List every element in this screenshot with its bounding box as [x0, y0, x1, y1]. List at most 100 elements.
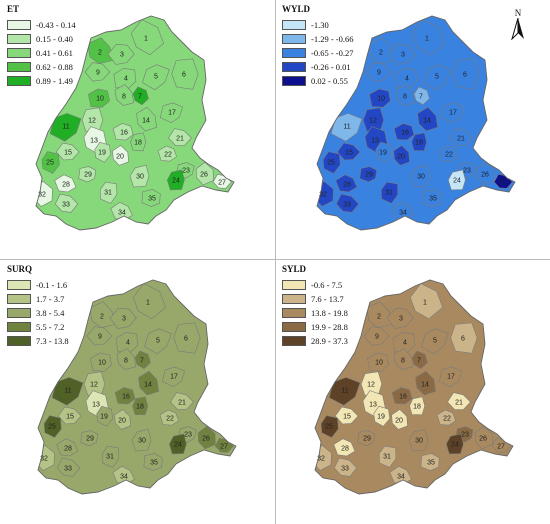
- sub-basin-22: [159, 409, 179, 426]
- sub-basin-label: 1: [423, 300, 427, 307]
- sub-basin-label: 11: [62, 124, 69, 131]
- sub-basin-label: 17: [170, 374, 178, 381]
- sub-basin-10: [88, 88, 110, 108]
- sub-basin-label: 7: [140, 358, 144, 365]
- sub-basin-label: 29: [84, 172, 92, 179]
- sub-basin-label: 19: [98, 150, 106, 157]
- sub-basin-label: 25: [325, 424, 333, 431]
- sub-basin-label: 10: [377, 96, 385, 103]
- sub-basin-label: 8: [122, 94, 126, 101]
- legend-title: WYLD: [282, 4, 311, 14]
- sub-basin-label: 33: [341, 466, 349, 473]
- sub-basin-label: 3: [399, 316, 403, 323]
- sub-basin-label: 21: [176, 136, 184, 143]
- sub-basin-label: 21: [457, 136, 465, 143]
- sub-basin-16: [393, 123, 415, 141]
- map-panel-surq: 1 2 3 4 5 6 7 8 9 10 11 12 13 14 15 16 17 18 19 20 21 22 23 24 2…: [2, 262, 274, 522]
- sub-basin-29: [357, 430, 376, 447]
- sub-basin-3: [386, 307, 414, 329]
- sub-basin-label: 16: [399, 394, 407, 401]
- sub-basin-label: 14: [423, 118, 431, 125]
- sub-basin-label: 32: [40, 456, 48, 463]
- legend-surq: SURQ -0.1 - 1.6 1.7 - 3.7 3.8 - 5.4 5.5 - 7.…: [7, 265, 69, 348]
- sub-basin-label: 5: [156, 338, 160, 345]
- sub-basin-label: 23: [463, 168, 471, 175]
- legend-item: 1.7 - 3.7: [7, 292, 69, 306]
- sub-basin-16: [112, 123, 134, 141]
- sub-basin-label: 8: [124, 358, 128, 365]
- legend-label: 0.02 - 0.55: [311, 75, 348, 86]
- sub-basin-19: [375, 141, 393, 163]
- sub-basin-label: 27: [218, 180, 226, 187]
- sub-basin-label: 6: [184, 336, 188, 343]
- sub-basin-label: 15: [64, 150, 72, 157]
- sub-basin-label: 2: [98, 50, 102, 57]
- sub-basin-label: 4: [124, 76, 128, 83]
- legend-label: 5.5 - 7.2: [36, 321, 65, 332]
- sub-basin-label: 8: [401, 358, 405, 365]
- legend-item: 0.62 - 0.88: [7, 60, 76, 74]
- sub-basin-label: 5: [435, 74, 439, 81]
- sub-basin-10: [367, 352, 389, 372]
- legend-swatch: [7, 308, 31, 318]
- legend-swatch: [282, 48, 306, 58]
- legend-item: 7.6 - 13.7: [282, 292, 348, 306]
- sub-basin-18: [130, 132, 147, 152]
- sub-basin-25: [41, 151, 60, 174]
- legend-swatch: [7, 294, 31, 304]
- legend-item: 5.5 - 7.2: [7, 320, 69, 334]
- sub-basin-label: 34: [118, 210, 126, 217]
- sub-basin-label: 2: [100, 314, 104, 321]
- sub-basin-label: 9: [98, 334, 102, 341]
- sub-basin-label: 30: [138, 438, 146, 445]
- sub-basin-label: 32: [38, 192, 46, 199]
- sub-basin-label: 29: [363, 436, 371, 443]
- legend-swatch: [7, 62, 31, 72]
- legend-item: -0.1 - 1.6: [7, 278, 69, 292]
- legend-swatch: [7, 76, 31, 86]
- legend-item: 0.15 - 0.40: [7, 32, 76, 46]
- sub-basin-25: [322, 151, 341, 174]
- sub-basin-14: [417, 106, 439, 132]
- sub-basin-6: [171, 58, 199, 90]
- sub-basin-label: 24: [451, 442, 459, 449]
- sub-basin-label: 19: [377, 414, 385, 421]
- legend-swatch: [7, 48, 31, 58]
- sub-basin-20: [112, 145, 129, 166]
- sub-basin-label: 4: [403, 340, 407, 347]
- sub-basin-1: [409, 283, 443, 320]
- sub-basin-label: 25: [46, 160, 54, 167]
- sub-basin-label: 19: [100, 414, 108, 421]
- sub-basin-29: [80, 430, 99, 447]
- sub-basin-1: [411, 19, 445, 56]
- sub-basin-24: [168, 433, 187, 455]
- legend-item: -0.43 - 0.14: [7, 18, 76, 32]
- sub-basin-24: [166, 169, 185, 191]
- sub-basin-10: [90, 352, 112, 372]
- sub-basin-label: 24: [174, 442, 182, 449]
- sub-basin-33: [335, 193, 360, 213]
- sub-basin-label: 34: [399, 210, 407, 217]
- sub-basin-label: 32: [319, 192, 327, 199]
- sub-basin-14: [138, 370, 160, 396]
- sub-basin-label: 33: [64, 466, 72, 473]
- sub-basin-label: 33: [62, 202, 70, 209]
- sub-basin-14: [415, 370, 437, 396]
- sub-basin-label: 28: [343, 182, 351, 189]
- sub-basin-3: [107, 43, 135, 65]
- sub-basin-label: 34: [397, 474, 405, 481]
- legend-item: 28.9 - 37.3: [282, 334, 348, 348]
- sub-basin-label: 31: [383, 454, 391, 461]
- sub-basin-label: 6: [182, 72, 186, 79]
- legend-label: 3.8 - 5.4: [36, 307, 65, 318]
- sub-basin-28: [333, 438, 356, 457]
- watershed-outline: [316, 15, 516, 231]
- legend-item: -0.26 - 0.01: [282, 60, 354, 74]
- sub-basin-label: 2: [379, 50, 383, 57]
- legend-label: -0.1 - 1.6: [36, 279, 68, 290]
- sub-basin-22: [438, 145, 458, 162]
- sub-basin-28: [54, 174, 77, 193]
- sub-basin-label: 1: [146, 300, 150, 307]
- sub-basin-7: [413, 86, 430, 106]
- sub-basin-label: 22: [443, 416, 451, 423]
